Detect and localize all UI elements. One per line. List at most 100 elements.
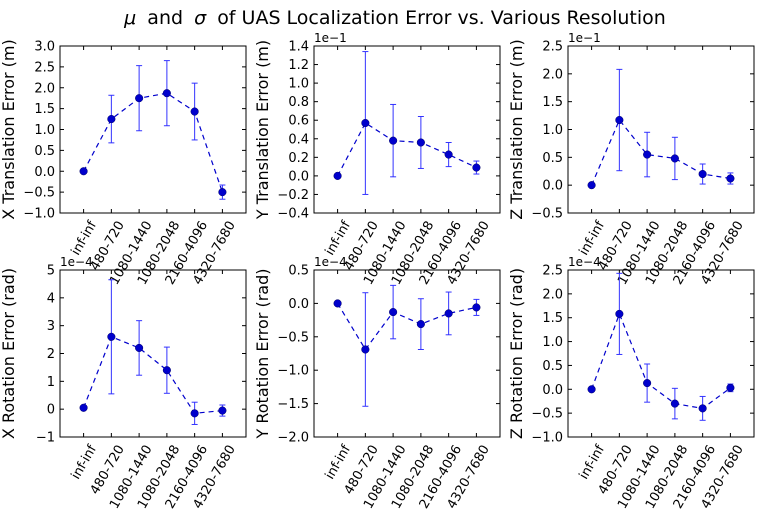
data-point [190, 107, 199, 116]
y-tick-label: −0.2 [277, 188, 309, 203]
data-point [587, 385, 596, 394]
y-tick-label: 0.0 [542, 179, 563, 194]
data-point [218, 406, 227, 415]
data-point [698, 404, 707, 413]
y-tick-label: −0.5 [277, 330, 309, 345]
subplot-4: −1012345inf-inf480-7201080-14401080-2048… [0, 255, 247, 509]
y-tick-label: 2 [47, 347, 55, 362]
series-line [83, 336, 223, 414]
data-point [472, 163, 481, 172]
subplot-6: −1.0−0.50.00.51.01.52.02.5inf-inf480-720… [507, 255, 755, 509]
y-tick-label: 1 [47, 375, 55, 390]
data-point [444, 150, 453, 159]
y-tick-label: 4 [47, 291, 55, 306]
y-axis-label: Y Translation Error (m) [253, 40, 272, 220]
y-offset-exponent: 1e−1 [568, 31, 601, 45]
y-tick-label: 0.5 [542, 151, 563, 166]
y-offset-exponent: 1e−4 [60, 255, 93, 269]
y-tick-label: 2.0 [34, 81, 55, 96]
y-tick-label: −1 [36, 431, 55, 446]
data-point [107, 115, 116, 124]
subplot-2: −0.4−0.20.00.20.40.60.81.01.21.4inf-inf4… [253, 31, 501, 288]
y-tick-label: 0.8 [288, 95, 309, 110]
y-tick-label: −1.0 [23, 207, 55, 222]
y-tick-label: 2.0 [542, 287, 563, 302]
y-tick-label: 2.5 [34, 60, 55, 75]
y-tick-label: −2.0 [277, 431, 309, 446]
y-axis-label: X Translation Error (m) [0, 39, 18, 219]
data-point [135, 94, 144, 103]
y-axis-label: Z Rotation Error (rad) [507, 268, 526, 439]
data-point [587, 181, 596, 190]
data-point [190, 409, 199, 418]
y-tick-label: 0.5 [288, 264, 309, 279]
data-point [416, 320, 425, 329]
y-axis-label: Y Rotation Error (rad) [253, 269, 272, 440]
y-tick-label: −0.4 [277, 207, 309, 222]
y-tick-label: 0.0 [542, 383, 563, 398]
y-tick-label: 0.4 [288, 132, 309, 147]
y-tick-label: −0.5 [531, 407, 563, 422]
series-line [83, 92, 223, 193]
data-point [361, 345, 370, 354]
data-point [615, 309, 624, 318]
y-tick-label: 1.0 [542, 123, 563, 138]
data-point [333, 171, 342, 180]
data-point [79, 167, 88, 176]
y-tick-label: 0.0 [288, 169, 309, 184]
subplot-5: −2.0−1.5−1.0−0.50.00.5inf-inf480-7201080… [253, 255, 501, 509]
data-point [79, 403, 88, 412]
y-tick-label: −0.5 [531, 207, 563, 222]
data-point [726, 174, 735, 183]
y-offset-exponent: 1e−4 [314, 255, 347, 269]
data-point [162, 366, 171, 375]
y-offset-exponent: 1e−1 [314, 31, 347, 45]
data-point [416, 138, 425, 147]
y-tick-label: 1.5 [34, 102, 55, 117]
y-tick-label: 0.5 [34, 144, 55, 159]
y-tick-label: 1.2 [288, 58, 309, 73]
axes-frame [313, 269, 501, 438]
data-point [643, 379, 652, 388]
y-tick-label: 1.5 [542, 311, 563, 326]
data-point [361, 118, 370, 128]
series-line [337, 303, 477, 351]
y-tick-label: −1.5 [277, 397, 309, 412]
data-point [389, 136, 398, 145]
title-mu: μ [123, 7, 136, 29]
y-tick-label: −1.0 [531, 431, 563, 446]
y-tick-label: −0.5 [23, 186, 55, 201]
axes-frame [59, 269, 247, 438]
y-tick-label: 1.0 [34, 123, 55, 138]
axes-frame [313, 45, 501, 214]
axes-frame [567, 45, 755, 214]
y-tick-label: 0.2 [288, 151, 309, 166]
data-point [472, 303, 481, 312]
y-tick-label: 1.4 [288, 40, 309, 55]
y-tick-label: 2.0 [542, 67, 563, 82]
y-tick-label: −1.0 [277, 364, 309, 379]
data-point [107, 332, 116, 341]
subplot-3: −0.50.00.51.01.52.02.5inf-inf480-7201080… [507, 31, 755, 288]
axes-frame [59, 45, 247, 214]
series-line [337, 122, 477, 177]
data-point [670, 154, 679, 163]
y-tick-label: 0.5 [542, 359, 563, 374]
data-point [389, 308, 398, 317]
y-tick-label: 3.0 [34, 40, 55, 55]
data-point [333, 299, 342, 308]
title-rest: of UAS Localization Error vs. Various Re… [217, 7, 666, 29]
data-point [698, 169, 707, 179]
y-offset-exponent: 1e−4 [568, 255, 601, 269]
y-tick-label: 0.0 [34, 165, 55, 180]
figure-title: μ and σ of UAS Localization Error vs. Va… [123, 7, 666, 29]
y-tick-label: 5 [47, 264, 55, 279]
y-tick-label: 3 [47, 319, 55, 334]
data-point [643, 150, 652, 159]
series-line [591, 312, 731, 410]
series-line [591, 118, 731, 186]
data-point [670, 399, 679, 408]
axes-frame [567, 269, 755, 438]
data-point [726, 383, 735, 392]
